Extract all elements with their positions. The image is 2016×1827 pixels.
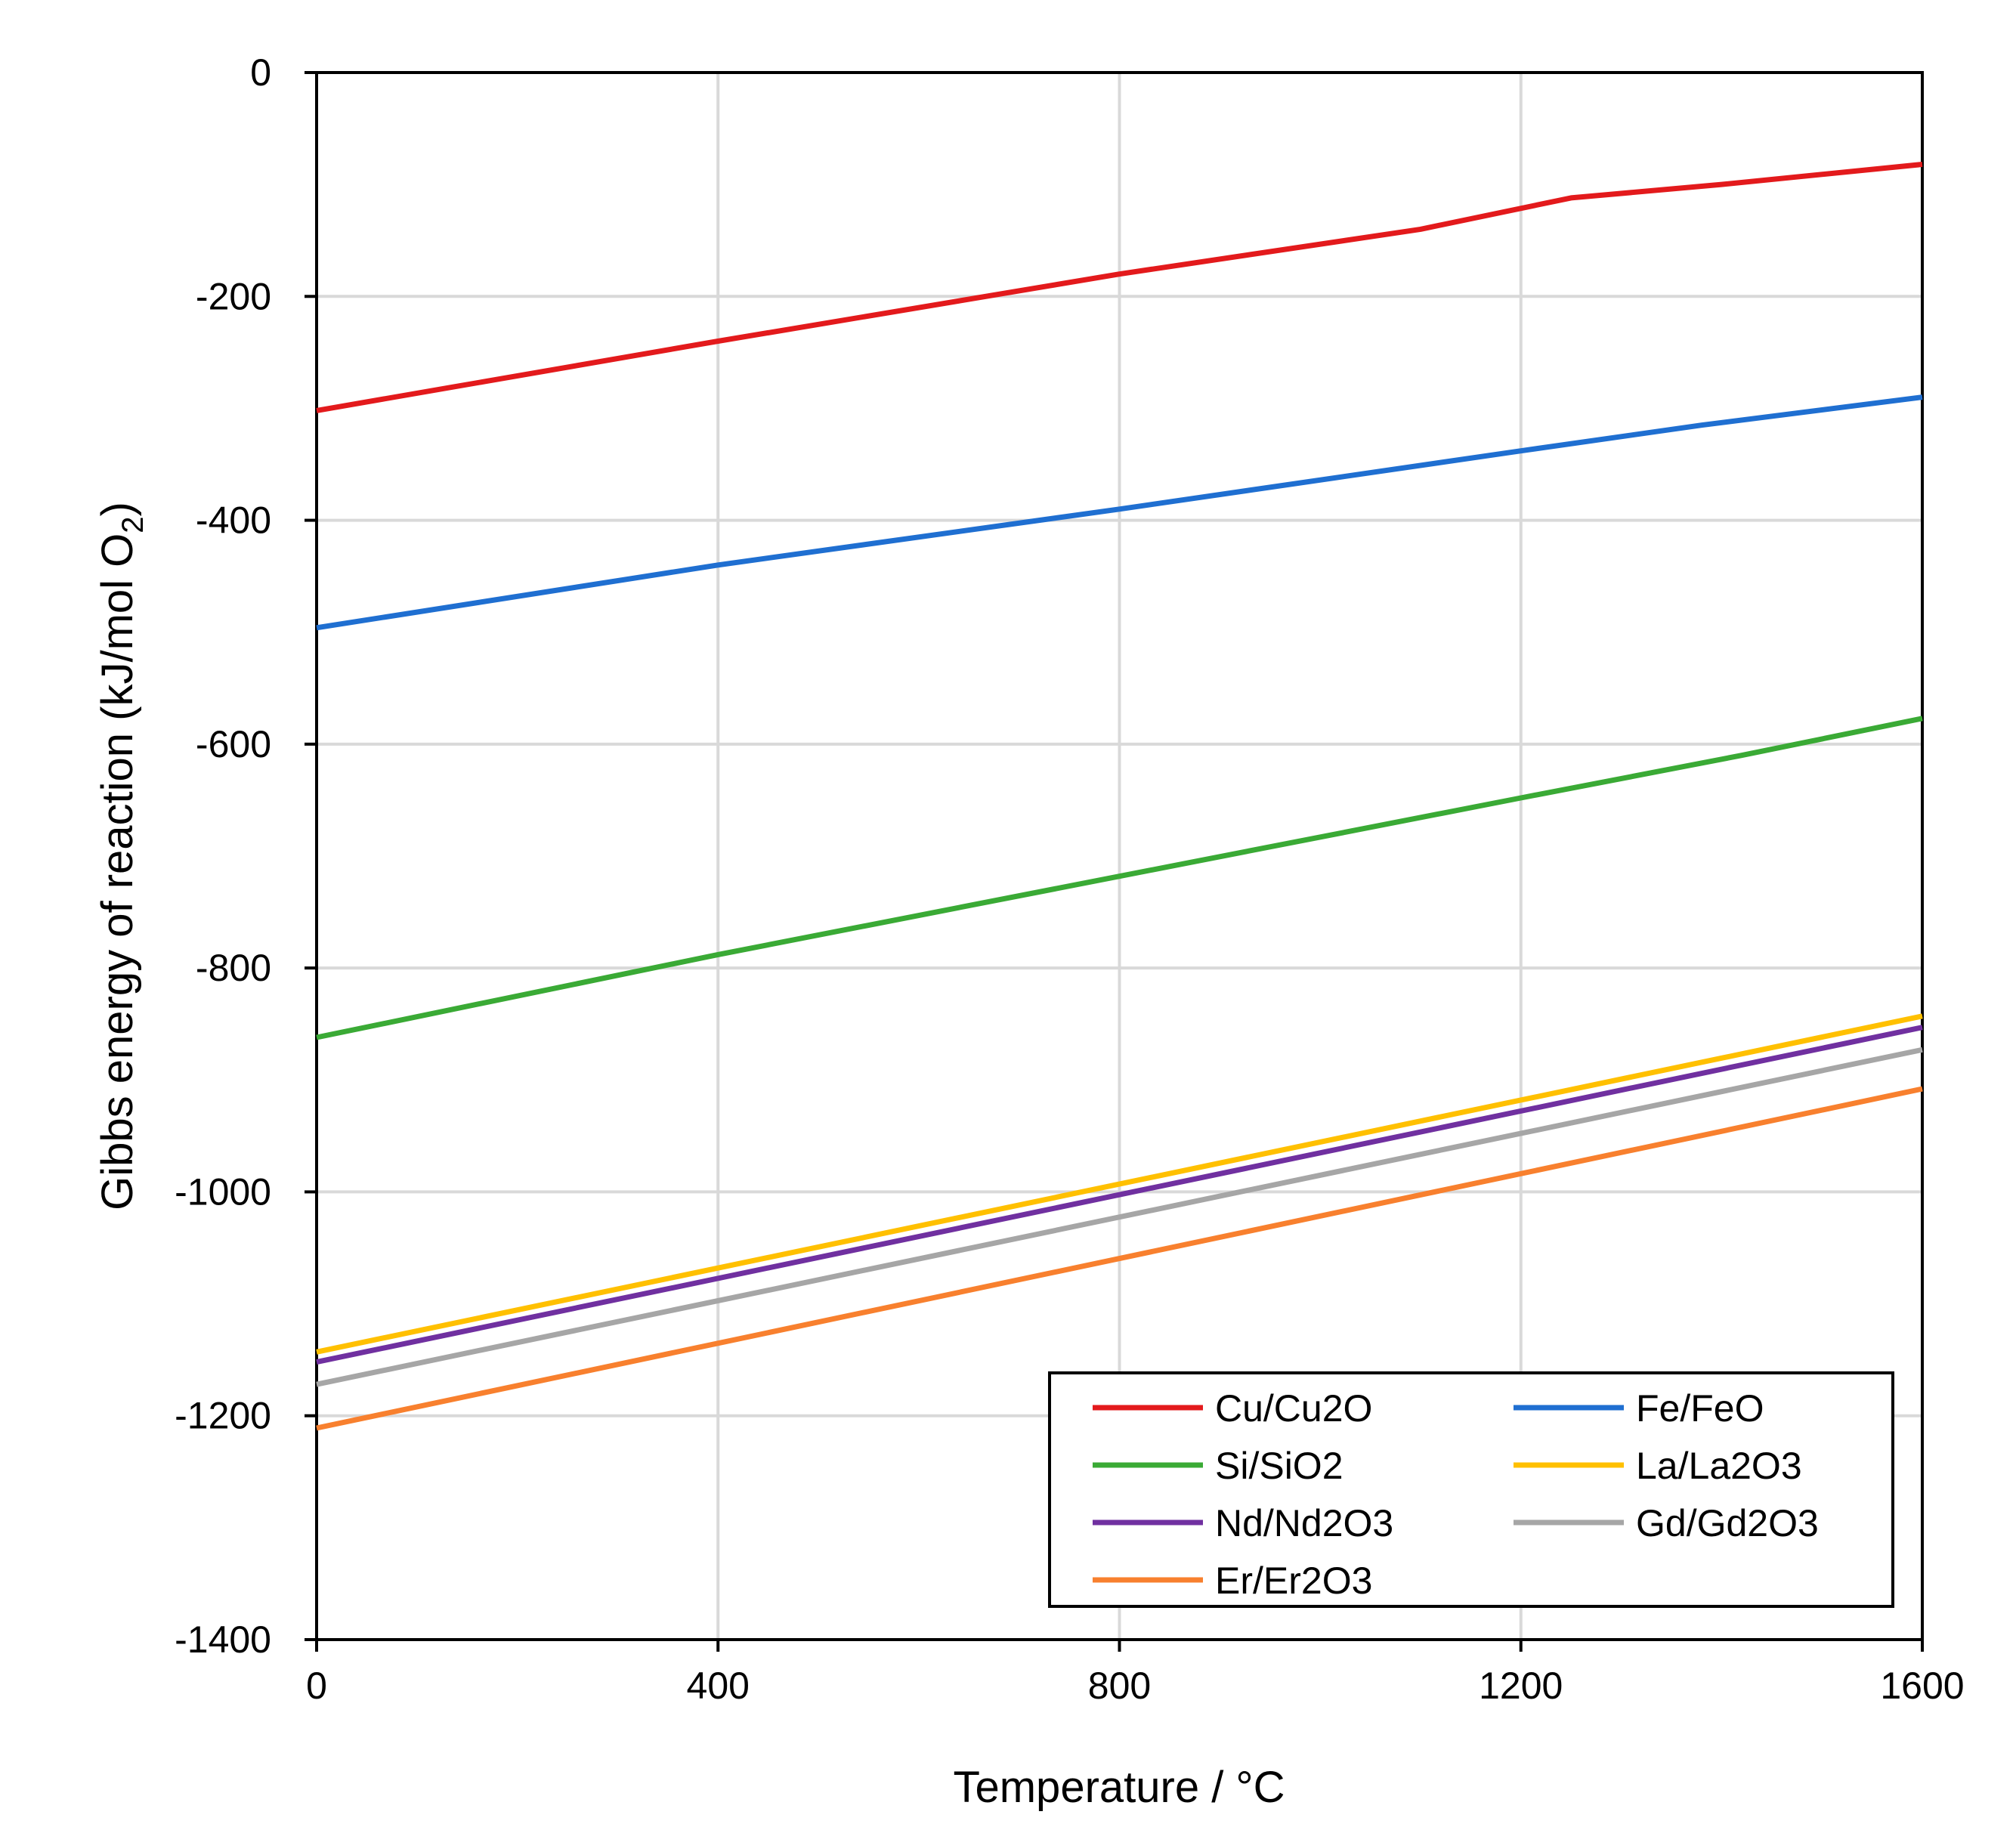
x-axis-title: Temperature / °C: [953, 1763, 1285, 1812]
axis-ticks: [305, 71, 1924, 1652]
legend-item: Nd/Nd2O3: [1093, 1502, 1393, 1544]
series-line-er-er2o3: [316, 1086, 1923, 1431]
legend: Cu/Cu2O Fe/FeO Si/SiO2 La/La2O3 Nd/Nd2O3 Gd/G…: [1048, 1371, 1894, 1608]
y-tick-label: -1400: [175, 1618, 271, 1661]
series-line-fe-feo: [316, 394, 1923, 631]
legend-label: La/La2O3: [1636, 1445, 1802, 1487]
x-tick-label: 0: [306, 1665, 327, 1707]
series-line-la-la2o3: [316, 1013, 1923, 1355]
series-lines: [316, 162, 1923, 1431]
series-line-si-sio2: [316, 716, 1923, 1040]
legend-item: Cu/Cu2O: [1093, 1387, 1372, 1430]
legend-item: Si/SiO2: [1093, 1445, 1343, 1487]
legend-box: [1048, 1371, 1894, 1608]
legend-label: Gd/Gd2O3: [1636, 1502, 1819, 1544]
y-tick-label: -600: [196, 723, 271, 765]
y-tick-label: -1200: [175, 1395, 271, 1437]
y-tick-label: -800: [196, 947, 271, 989]
x-axis-tick-labels: 0 400 800 1200 1600: [306, 1665, 1965, 1707]
series-line-cu-cu2o: [316, 162, 1923, 413]
y-axis-title-main: Gibbs energy of reaction (kJ/mol O: [93, 533, 142, 1210]
x-tick-label: 400: [687, 1665, 750, 1707]
legend-label: Cu/Cu2O: [1215, 1387, 1372, 1430]
y-axis-title: Gibbs energy of reaction (kJ/mol O2): [93, 502, 150, 1210]
y-tick-label: -200: [196, 275, 271, 317]
legend-item: La/La2O3: [1514, 1445, 1802, 1487]
y-tick-label: 0: [250, 51, 271, 94]
y-tick-label: -1000: [175, 1170, 271, 1213]
legend-item: Gd/Gd2O3: [1514, 1502, 1819, 1544]
x-tick-label: 800: [1088, 1665, 1151, 1707]
y-axis-title-close: ): [93, 502, 142, 516]
legend-items: Cu/Cu2O Fe/FeO Si/SiO2 La/La2O3 Nd/Nd2O3 Gd/G…: [1093, 1387, 1819, 1602]
series-line-gd-gd2o3: [316, 1046, 1923, 1387]
y-tick-label: -400: [196, 499, 271, 542]
legend-label: Er/Er2O3: [1215, 1560, 1372, 1602]
legend-item: Fe/FeO: [1514, 1387, 1764, 1430]
x-tick-label: 1200: [1479, 1665, 1563, 1707]
legend-label: Nd/Nd2O3: [1215, 1502, 1393, 1544]
series-line-nd-nd2o3: [316, 1025, 1923, 1365]
legend-label: Fe/FeO: [1636, 1387, 1764, 1430]
gridlines: [315, 71, 1924, 1641]
y-axis-tick-labels: 0 -200 -400 -600 -800 -1000 -1200 -1400: [175, 51, 271, 1661]
y-axis-title-subscript: 2: [116, 516, 150, 533]
legend-label: Si/SiO2: [1215, 1445, 1343, 1487]
legend-item: Er/Er2O3: [1093, 1560, 1372, 1602]
x-tick-label: 1600: [1880, 1665, 1964, 1707]
